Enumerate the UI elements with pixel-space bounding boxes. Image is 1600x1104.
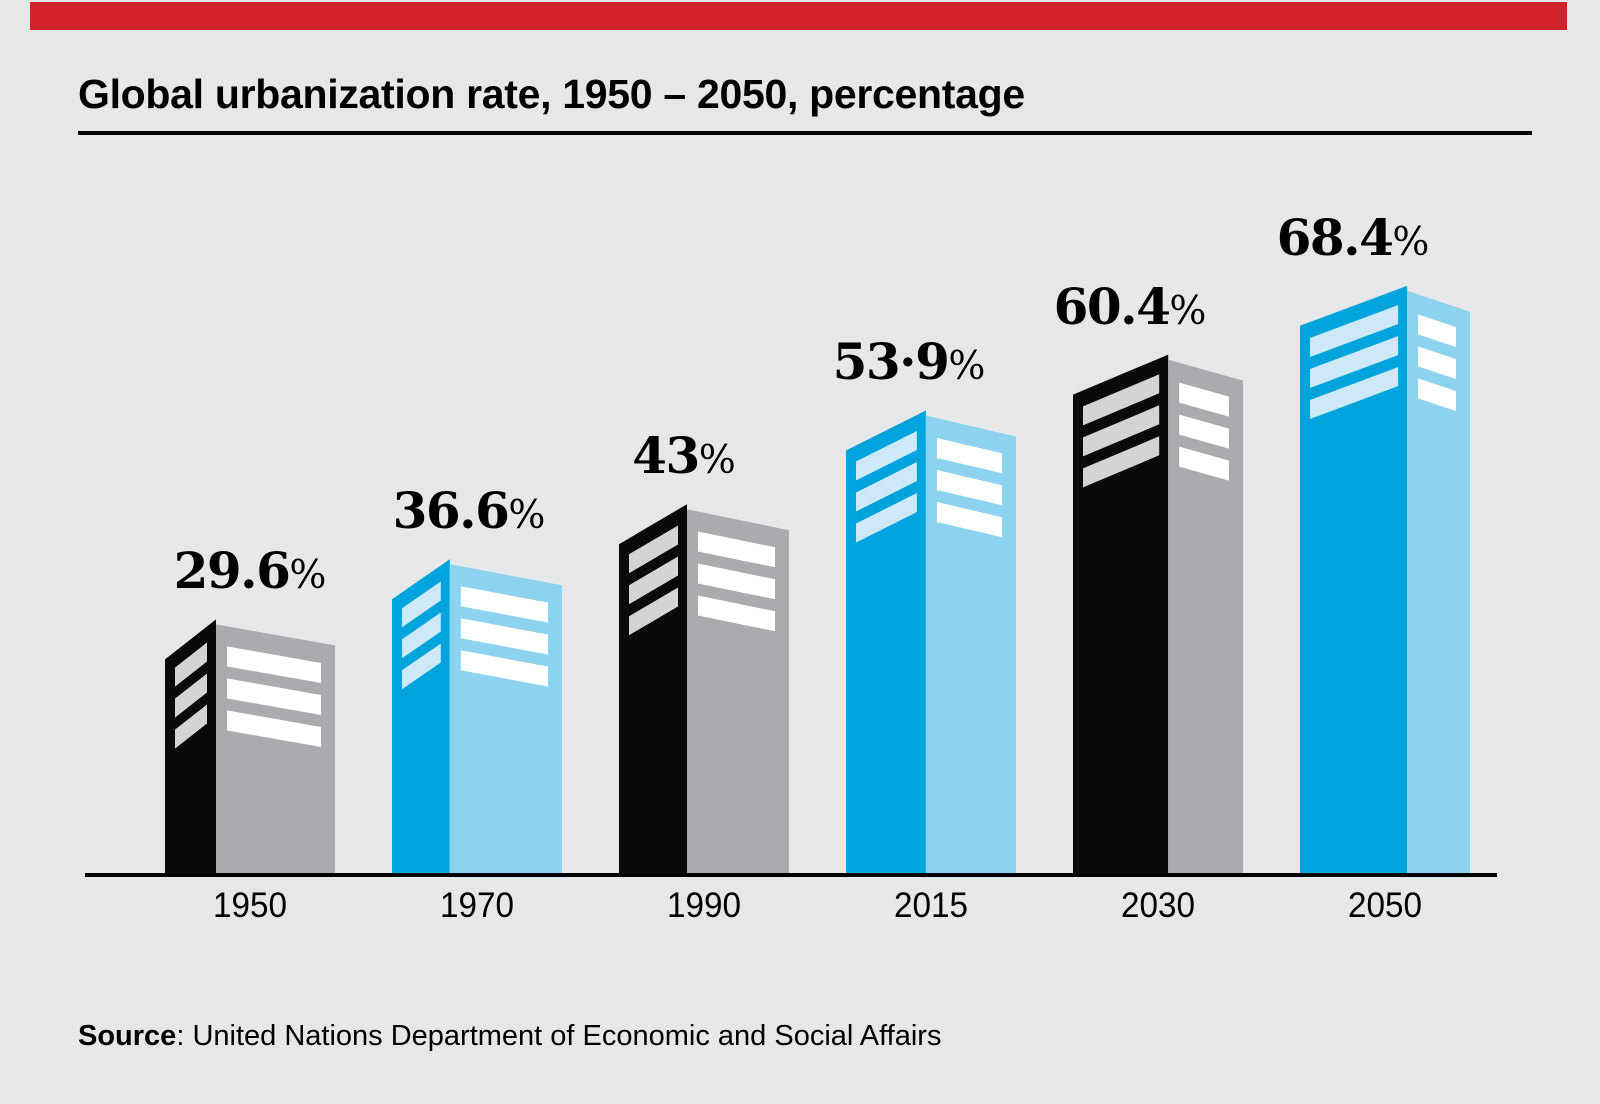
window-stripe [175, 704, 207, 749]
window-stripe [856, 493, 917, 543]
window-stripe [856, 462, 917, 512]
title-underline-rule [78, 131, 1532, 135]
window-stripe [227, 710, 321, 747]
window-stripe [1310, 336, 1399, 388]
building-side-face [1407, 290, 1470, 876]
building-1990 [619, 504, 789, 876]
value-number: 29.6 [173, 541, 291, 601]
window-stripe [1083, 374, 1160, 426]
window-stripe [629, 556, 678, 605]
window-stripe [402, 612, 441, 659]
source-label: Source [78, 1020, 177, 1052]
window-stripe [936, 470, 1002, 506]
window-stripe [227, 646, 321, 683]
value-number: 36.6 [392, 481, 510, 541]
window-stripe [227, 678, 321, 715]
window-stripe [936, 438, 1002, 474]
building-1950 [165, 619, 335, 876]
window-stripe [1179, 414, 1229, 449]
source-note: Source: United Nations Department of Eco… [78, 1020, 941, 1053]
building-2050 [1300, 285, 1470, 876]
x-tick-label-1970: 1970 [440, 886, 514, 925]
window-stripe [460, 650, 548, 687]
percent-sign: % [508, 493, 546, 539]
value-label-1950: 29.6% [174, 543, 327, 599]
window-stripe [175, 642, 207, 687]
window-stripe [629, 525, 678, 574]
window-stripe [698, 531, 775, 568]
percent-sign: % [948, 344, 986, 390]
building-1970 [392, 559, 562, 876]
x-tick-label-2050: 2050 [1348, 886, 1422, 925]
window-stripe [856, 431, 917, 481]
window-stripe [936, 502, 1002, 538]
window-stripe [460, 586, 548, 623]
percent-sign: % [1392, 219, 1430, 265]
x-tick-label-2030: 2030 [1121, 886, 1195, 925]
value-label-2030: 60.4% [1053, 276, 1207, 336]
window-stripe [1418, 378, 1456, 412]
x-tick-label-1950: 1950 [213, 886, 287, 925]
window-stripe [1083, 405, 1160, 457]
building-2030 [1073, 354, 1243, 877]
value-number: 68.4 [1276, 207, 1394, 267]
building-side-face [1168, 359, 1243, 877]
source-text: : United Nations Department of Economic … [176, 1020, 942, 1052]
building-2015 [846, 410, 1016, 876]
window-stripe [1310, 305, 1399, 357]
window-stripe [402, 643, 441, 690]
window-stripe [1418, 346, 1456, 380]
x-tick-label-1990: 1990 [667, 886, 741, 925]
window-stripe [460, 618, 548, 655]
window-stripe [1310, 367, 1399, 419]
value-label-1990: 43% [632, 428, 736, 484]
window-stripe [1179, 382, 1229, 417]
value-label-2050: 68.4% [1276, 207, 1430, 267]
window-stripe [1083, 436, 1160, 488]
chart-title: Global urbanization rate, 1950 – 2050, p… [78, 71, 1025, 117]
window-stripe [402, 581, 441, 628]
window-stripe [1179, 446, 1229, 481]
building-front-face [1300, 285, 1408, 876]
percent-sign: % [1169, 288, 1207, 334]
window-stripe [1418, 314, 1456, 348]
value-number: 43 [632, 426, 700, 486]
top-accent-bar [30, 2, 1567, 30]
building-front-face [1073, 354, 1169, 877]
percent-sign: % [289, 553, 327, 599]
percent-sign: % [698, 438, 736, 484]
value-label-1970: 36.6% [393, 483, 546, 539]
value-label-2015: 53·9% [833, 334, 986, 390]
window-stripe [629, 587, 678, 636]
x-tick-label-2015: 2015 [894, 886, 968, 925]
window-stripe [698, 563, 775, 600]
window-stripe [698, 595, 775, 632]
value-number: 60.4 [1053, 276, 1171, 336]
value-number: 53·9 [832, 332, 950, 392]
x-axis-line [85, 873, 1497, 877]
window-stripe [175, 673, 207, 718]
